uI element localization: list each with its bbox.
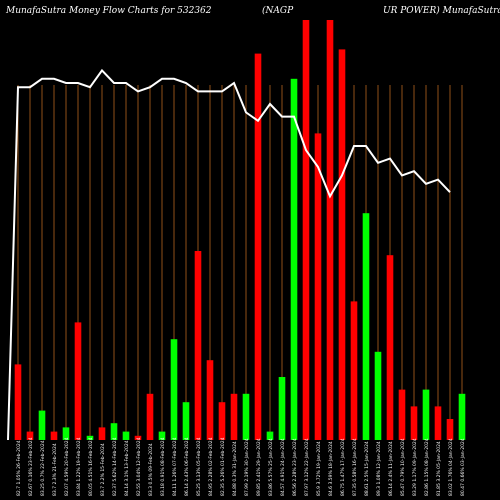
x-tick-label: 86.56 2.28% 23-Jan-2024: [292, 438, 298, 496]
money-flow-bar: [98, 427, 106, 440]
money-flow-bar: [110, 423, 118, 440]
money-flow-bar: [194, 251, 202, 440]
x-tick-label: 83.29 1.17% 09-Jan-2024: [412, 438, 418, 496]
money-flow-bar: [278, 377, 286, 440]
money-flow-bar: [410, 406, 418, 440]
money-flow-bar: [26, 431, 34, 440]
x-tick-label: 84.6 3.59% 18-Jan-2024: [328, 441, 334, 496]
money-flow-bar: [374, 351, 382, 440]
money-flow-bars: [14, 20, 466, 441]
chart-title-ticker-part1: (NAGP: [262, 5, 294, 16]
money-flow-bar: [146, 393, 154, 440]
x-tick-label: 82.86 1.15% 08-Jan-2024: [424, 438, 430, 496]
money-flow-bar: [290, 78, 298, 441]
x-tick-label: 82.55 3.04% 12-Feb-2024: [136, 437, 142, 496]
x-tick-label: 83.02 1.76% 04-Jan-2024: [448, 438, 454, 496]
x-tick-label: 87.97 3.12% 22-Jan-2024: [304, 438, 310, 496]
money-flow-bar: [122, 431, 130, 440]
x-tick-label: 80.05 4.51% 16-Feb-2024: [88, 437, 94, 496]
x-tick-label: 82.35 5.26% 01-Feb-2024: [220, 437, 226, 496]
x-tick-label: 83.84 1.22% 19-Feb-2024: [76, 437, 82, 496]
x-tick-label: 83.7 2.2% 15-Feb-2024: [100, 443, 106, 496]
money-flow-bar: [446, 419, 454, 440]
x-tick-label: 87.35 0.58% 16-Jan-2024: [352, 438, 358, 496]
chart-title-ticker-part2: UR POWER) MunafaSutra: [383, 5, 500, 16]
money-flow-bar: [74, 322, 82, 440]
x-tick-label: 82.67 0.16% 23-Feb-2024: [28, 437, 34, 496]
x-tick-label: 83.18 0.91% 08-Feb-2024: [160, 437, 166, 496]
money-flow-bar: [86, 435, 94, 440]
money-flow-bar: [326, 20, 334, 440]
x-tick-label: 82.7 1.05% 26-Feb-2024: [16, 440, 22, 496]
x-tick-label: 84.95 2.28% 02-Feb-2024: [208, 437, 214, 496]
money-flow-bar: [458, 393, 466, 440]
money-flow-bar: [350, 301, 358, 440]
money-flow-bar: [62, 427, 70, 440]
money-flow-bar: [398, 389, 406, 440]
x-tick-label: 84.11 1.26% 07-Feb-2024: [172, 437, 178, 496]
x-tick-label: 85.47 0.79% 10-Jan-2024: [400, 438, 406, 496]
x-tick-label: 83.86 5.57% 25-Jan-2024: [268, 438, 274, 496]
x-tick-label: 86.75 1.47% 17-Jan-2024: [340, 438, 346, 496]
x-tick-label: 86.14 2.43% 06-Feb-2024: [184, 437, 190, 496]
x-tick-label: 89.3 1.08% 12-Jan-2024: [376, 441, 382, 496]
x-tick-label: 82.37 5.62% 14-Feb-2024: [112, 437, 118, 496]
money-flow-bar: [434, 406, 442, 440]
x-tick-label: 85.25 3.13% 05-Feb-2024: [196, 437, 202, 496]
money-flow-bar: [14, 364, 22, 440]
x-tick-label: 83.25 0.7% 22-Feb-2024: [40, 440, 46, 496]
money-flow-bar: [206, 360, 214, 440]
x-tick-label: 81.85 3.2% 05-Jan-2024: [436, 441, 442, 496]
money-flow-bar: [218, 402, 226, 440]
money-flow-bar: [338, 49, 346, 441]
x-tick-label: 85.9 3.72% 19-Jan-2024: [316, 441, 322, 496]
money-flow-bar: [242, 393, 250, 440]
x-tick-label: 84.57 4.91% 24-Jan-2024: [280, 438, 286, 496]
money-flow-bar: [422, 389, 430, 440]
x-tick-label: 86.14 2.4% 11-Jan-2024: [388, 441, 394, 496]
x-tick-label: 88.61 2.5% 15-Jan-2024: [364, 441, 370, 496]
x-tick-label: 83.3 0.5% 09-Feb-2024: [148, 443, 154, 496]
x-tick-label: 89.85 2.41% 29-Jan-2024: [256, 438, 262, 496]
chart-title: MunafaSutra Money Flow Charts for 532362: [5, 6, 212, 16]
x-tick-labels: 82.7 1.05% 26-Feb-2024 82.67 0.16% 23-Feb…: [16, 437, 466, 496]
x-tick-label: 84.14 3.1% 13-Feb-2024: [124, 440, 130, 496]
money-flow-bar: [170, 339, 178, 440]
money-flow-bar: [386, 255, 394, 440]
grid-lines: [17, 85, 463, 440]
price-line: [7, 68, 451, 441]
money-flow-bar: [158, 431, 166, 440]
x-tick-label: 80.47 0.66% 03-Jan-2024: [460, 438, 466, 496]
money-flow-bar: [38, 410, 46, 440]
money-flow-bar: [50, 431, 58, 440]
x-tick-label: 84.88 0.3% 31-Jan-2024: [232, 441, 238, 496]
money-flow-bar: [314, 133, 322, 440]
money-flow-bar: [134, 435, 142, 440]
x-tick-label: 87.99 2.19% 30-Jan-2024: [244, 438, 250, 496]
money-flow-bar: [266, 431, 274, 440]
money-flow-bar: [182, 402, 190, 440]
money-flow-bar: [362, 213, 370, 440]
money-flow-bar: [254, 53, 262, 440]
money-flow-bar: [302, 20, 310, 440]
money-flow-bar: [230, 393, 238, 440]
x-tick-label: 83.7 2.3% 21-Feb-2024: [52, 443, 58, 496]
x-tick-label: 82.07 4.59% 20-Feb-2024: [64, 437, 70, 496]
